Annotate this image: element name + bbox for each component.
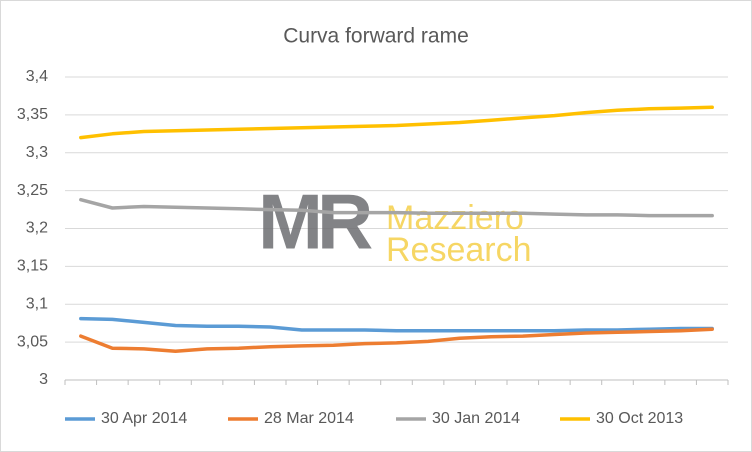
watermark-logo: MR: [258, 178, 372, 266]
y-tick-label: 3,4: [26, 68, 48, 85]
series-line: [79, 327, 714, 353]
legend-label: 30 Oct 2013: [596, 410, 683, 427]
y-tick-label: 3,3: [26, 144, 48, 161]
series-line: [79, 197, 714, 218]
legend-label: 28 Mar 2014: [264, 410, 354, 427]
y-tick-label: 3,1: [26, 295, 48, 312]
y-tick-label: 3,35: [17, 106, 48, 123]
y-tick-label: 3,05: [17, 333, 48, 350]
series-line: [79, 105, 714, 140]
y-tick-label: 3,15: [17, 258, 48, 275]
watermark-text: Research: [386, 231, 532, 269]
y-tick-label: 3,2: [26, 220, 48, 237]
legend-label: 30 Jan 2014: [432, 410, 520, 427]
watermark-text: Mazziero: [386, 199, 524, 237]
legend-label: 30 Apr 2014: [101, 410, 187, 427]
series-line: [79, 316, 714, 333]
chart-title: Curva forward rame: [283, 25, 469, 48]
watermark: MR Mazziero Research: [258, 178, 532, 269]
y-tick-label: 3: [39, 371, 48, 388]
y-tick-label: 3,25: [17, 182, 48, 199]
